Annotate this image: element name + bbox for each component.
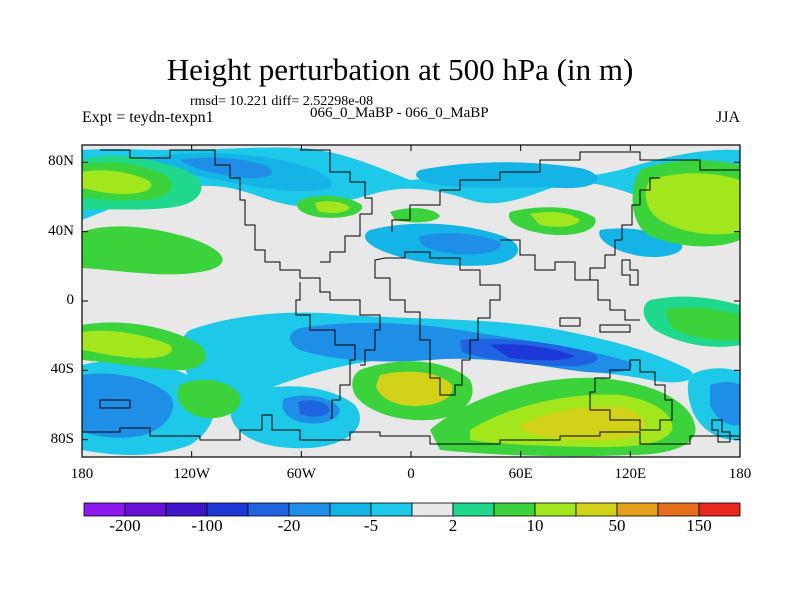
colorbar-swatch xyxy=(124,502,167,517)
plot-title: Height perturbation at 500 hPa (in m) xyxy=(166,52,634,87)
colorbar-swatch xyxy=(575,502,618,517)
colorbar-swatch xyxy=(616,502,659,517)
y-tick-label: 80S xyxy=(50,430,74,447)
colorbar-label: -5 xyxy=(363,516,379,535)
contour-field xyxy=(82,145,740,457)
colorbar-label: -20 xyxy=(277,516,301,535)
y-tick-label: 0 xyxy=(66,292,75,308)
y-tick-label: 40S xyxy=(50,361,74,378)
colorbar-label: 50 xyxy=(608,516,626,535)
experiment-label: Expt = teydn-texpn1 xyxy=(82,109,214,126)
coast-antarctica xyxy=(82,414,740,445)
coast-indochina xyxy=(590,279,640,321)
nh-green-lowlat-west xyxy=(82,226,223,275)
nh-blue-asia-core xyxy=(419,233,501,255)
coast-africa xyxy=(374,251,501,396)
colorbar-swatch xyxy=(370,502,413,517)
x-tick-label: 180 xyxy=(70,466,94,482)
coast-asia-south xyxy=(500,177,660,281)
sh-blue-east-core xyxy=(710,381,740,426)
coastlines xyxy=(82,149,740,445)
x-tick-label: 60W xyxy=(286,466,316,482)
colorbar-swatch xyxy=(247,502,290,517)
colorbar-label: 150 xyxy=(686,516,712,535)
coast-australia xyxy=(589,359,673,431)
nh-blue-arctic xyxy=(416,162,598,189)
colorbar-swatch xyxy=(493,502,536,517)
nh-blue-core-2 xyxy=(180,157,273,179)
axis-ticks xyxy=(81,145,741,457)
stats-line: rmsd= 10.221 diff= 2.52298e-08 xyxy=(190,94,374,109)
x-tick-label: 60E xyxy=(508,466,533,482)
colorbar-swatch xyxy=(329,502,372,517)
case-label: 066_0_MaBP - 066_0_MaBP xyxy=(310,105,489,121)
nh-yellow-east xyxy=(645,173,740,235)
colorbar-swatch xyxy=(657,502,700,517)
y-tick-label: 80N xyxy=(48,153,74,170)
coast-antarctica-inner xyxy=(99,399,131,409)
sh-yellow-atlantic xyxy=(376,371,453,406)
colorbar-swatch xyxy=(698,502,741,517)
sh-green-central xyxy=(177,379,241,419)
coast-south-america-west xyxy=(345,299,381,366)
nh-green-eurasia xyxy=(390,208,440,223)
nh-yellow-atlantic xyxy=(315,201,350,213)
coast-indonesia xyxy=(559,317,631,333)
colorbar-swatch xyxy=(288,502,331,517)
x-tick-label: 180 xyxy=(728,466,752,482)
colorbar-swatch xyxy=(165,502,208,517)
coast-south-america xyxy=(295,282,356,419)
x-tick-label: 120E xyxy=(614,466,647,482)
colorbar-label: -100 xyxy=(191,516,223,535)
colorbar-label: 2 xyxy=(448,516,458,535)
coast-eurasia xyxy=(391,151,740,232)
colorbar-swatch xyxy=(83,502,126,517)
sh-blue-south-deep xyxy=(298,400,330,417)
coast-north-america xyxy=(100,149,345,301)
sh-blue-southwest-core xyxy=(82,373,174,438)
nh-yellow-siberia xyxy=(530,212,580,227)
colorbar-swatch xyxy=(534,502,577,517)
season-label: JJA xyxy=(716,109,741,126)
x-tick-label: 0 xyxy=(407,466,415,482)
nh-yellow-west xyxy=(82,170,152,194)
colorbar-swatch xyxy=(411,502,454,517)
colorbar-swatch xyxy=(452,502,495,517)
colorbar-label: -200 xyxy=(109,516,141,535)
sh-yellow-west xyxy=(82,330,172,359)
coast-north-america-east xyxy=(300,149,373,263)
x-tick-label: 120W xyxy=(173,466,210,482)
sh-blue-deep-2 xyxy=(490,344,575,361)
coast-new-zealand xyxy=(711,419,731,443)
colorbar xyxy=(83,502,741,517)
y-tick-label: 40N xyxy=(48,222,74,239)
sh-green-east xyxy=(665,307,740,341)
coast-japan xyxy=(621,259,639,286)
colorbar-swatch xyxy=(206,502,249,517)
colorbar-label: 10 xyxy=(526,516,544,535)
